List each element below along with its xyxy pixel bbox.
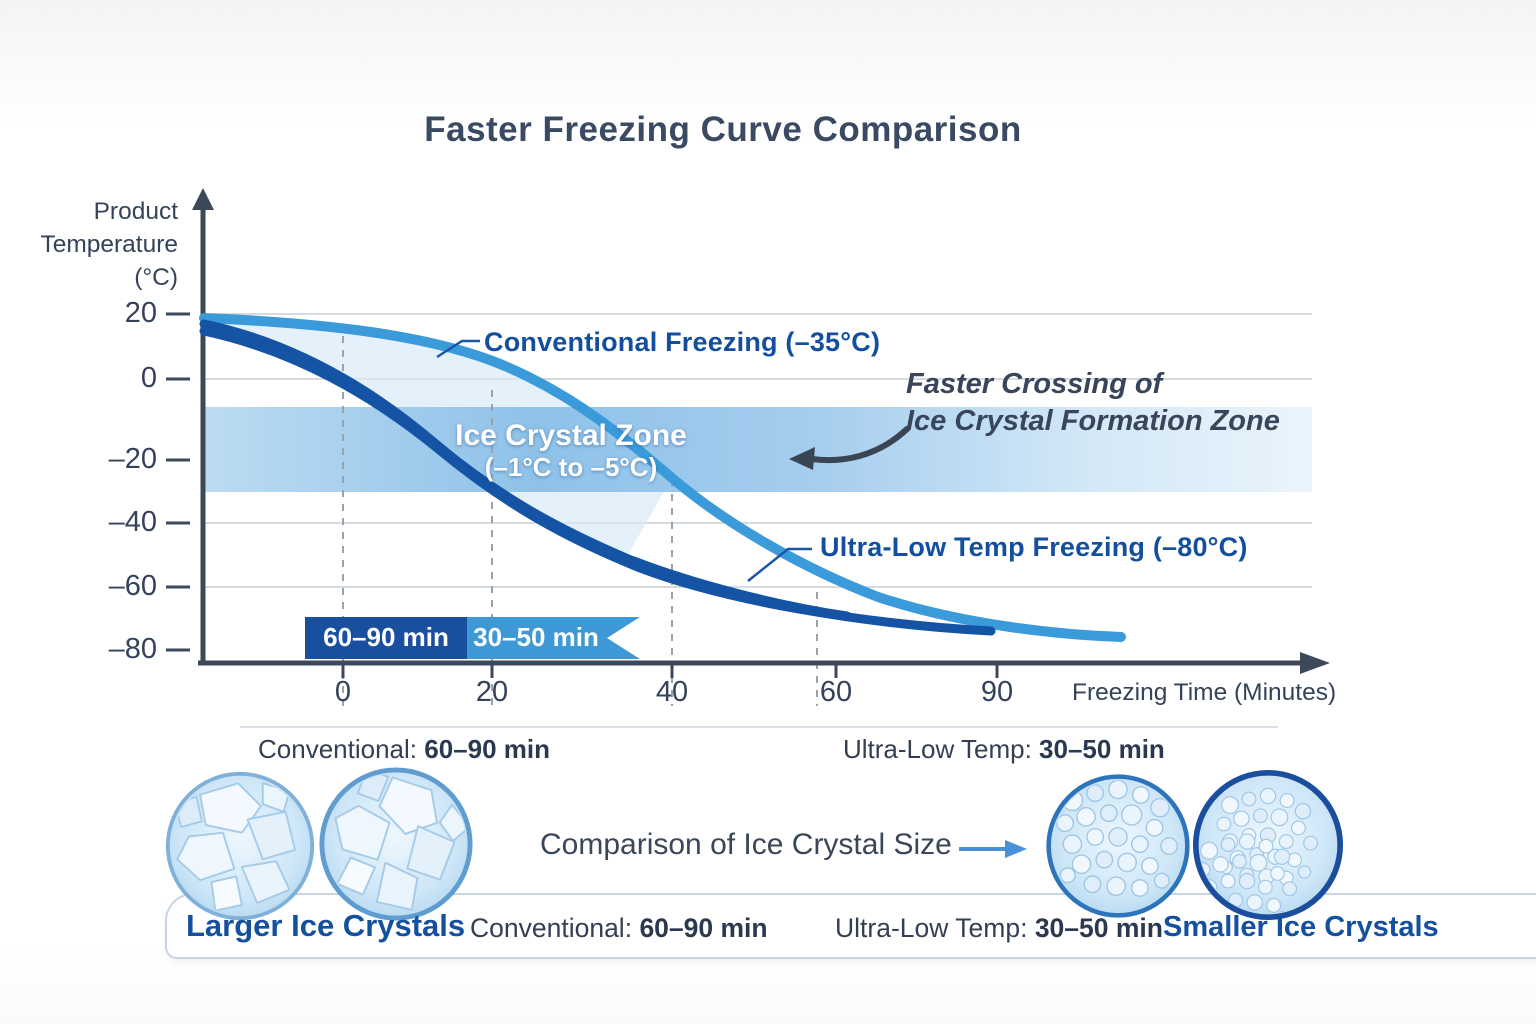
- bottom-conventional-label: Conventional:: [470, 913, 633, 943]
- zone-title: Ice Crystal Zone: [455, 419, 687, 452]
- bottom-conventional: Conventional: 60–90 min: [470, 913, 768, 944]
- x-tick-60: 60: [819, 676, 853, 708]
- bottom-ultra-value: 30–50 min: [1034, 913, 1163, 943]
- conventional-series-label: Conventional Freezing (–35°C): [484, 327, 881, 357]
- right-arrow-icon: [959, 840, 1027, 858]
- y-tick-n40: –40: [108, 506, 157, 538]
- x-tick-90: 90: [980, 676, 1014, 708]
- summary-divider: [240, 726, 1278, 728]
- zone-annotation-arrow: [809, 426, 910, 464]
- summary-ultra-label: Ultra-Low Temp:: [843, 734, 1032, 764]
- summary-conventional: Conventional: 60–90 min: [258, 734, 550, 765]
- y-tick-0: 0: [140, 362, 157, 394]
- y-axis-title-line3: (°C): [134, 264, 178, 291]
- larger-crystals-label: Larger Ice Crystals: [186, 908, 466, 943]
- bottom-ultra-label: Ultra-Low Temp:: [835, 913, 1028, 943]
- small-crystal-image-2: [1192, 769, 1344, 921]
- y-tick-n60: –60: [108, 570, 157, 602]
- y-tick-n20: –20: [108, 443, 157, 475]
- y-axis-title: Product Temperature (°C): [0, 195, 178, 294]
- chart-title: Faster Freezing Curve Comparison: [424, 110, 1022, 149]
- zone-range: (–1°C to –5°C): [484, 452, 658, 482]
- crystal-size-comparison-label: Comparison of Ice Crystal Size: [540, 828, 952, 861]
- summary-conventional-value: 60–90 min: [424, 734, 550, 764]
- ultra-low-curve-lower: [199, 326, 996, 636]
- ultra-leader-line: [747, 547, 812, 582]
- y-tick-marks: [166, 312, 190, 652]
- y-tick-20: 20: [124, 297, 157, 329]
- badge-conventional-time: 60–90 min: [323, 622, 449, 652]
- badge-ultra-time: 30–50 min: [473, 622, 599, 652]
- x-tick-20: 20: [475, 676, 509, 708]
- zone-annotation-line2: Ice Crystal Formation Zone: [906, 405, 1280, 437]
- y-axis-title-line1: Product: [93, 198, 178, 225]
- x-tick-40: 40: [655, 676, 689, 708]
- small-crystal-image-1: [1046, 774, 1190, 918]
- y-axis-title-line2: Temperature: [40, 231, 178, 258]
- smaller-crystals-label: Smaller Ice Crystals: [1163, 911, 1439, 943]
- bottom-ultra: Ultra-Low Temp: 30–50 min: [835, 913, 1163, 944]
- y-axis-arrowhead: [192, 188, 214, 210]
- summary-ultra: Ultra-Low Temp: 30–50 min: [843, 734, 1165, 765]
- axes: [198, 205, 1302, 666]
- bottom-conventional-value: 60–90 min: [639, 913, 768, 943]
- summary-conventional-label: Conventional:: [258, 734, 417, 764]
- large-crystal-image-2: [318, 766, 474, 922]
- large-crystal-image-1: [165, 771, 315, 921]
- x-axis-arrowhead: [1300, 652, 1330, 674]
- zone-annotation-line1: Faster Crossing of: [906, 368, 1163, 400]
- x-tick-marks: [341, 665, 999, 678]
- conventional-leader-line: [436, 339, 480, 359]
- y-tick-n80: –80: [108, 633, 157, 665]
- zone-annotation-arrowhead: [789, 447, 815, 470]
- badge-conventional-shape: [305, 617, 467, 659]
- ice-crystal-zone-band: [203, 407, 1312, 492]
- badge-ultra-shape: [467, 617, 640, 659]
- summary-ultra-value: 30–50 min: [1039, 734, 1165, 764]
- ultra-series-label: Ultra-Low Temp Freezing (–80°C): [820, 532, 1248, 562]
- conventional-freezing-curve: [199, 313, 1126, 642]
- zone-annotation-text: Faster Crossing of Ice Crystal Formation…: [906, 366, 1280, 440]
- x-tick-0: 0: [334, 676, 352, 708]
- x-axis-title: Freezing Time (Minutes): [1072, 679, 1337, 706]
